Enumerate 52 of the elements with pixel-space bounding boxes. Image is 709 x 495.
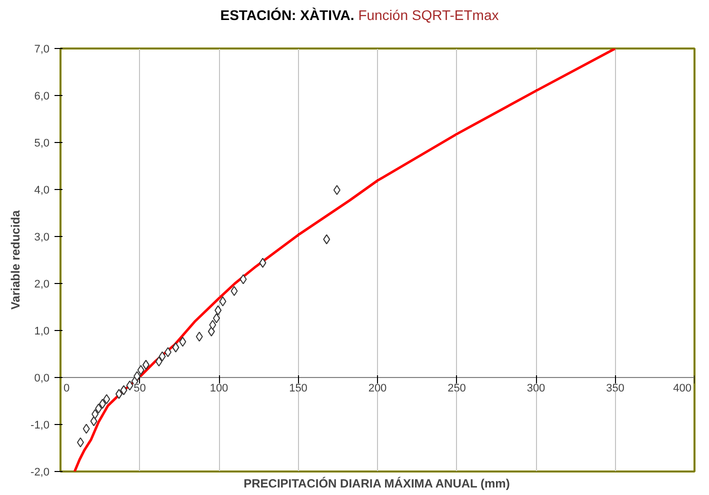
point (172, 342, 180, 352)
point (209, 320, 216, 330)
y-tick-label: 4,0 (34, 184, 50, 196)
point (158, 351, 166, 362)
point (333, 184, 340, 195)
point (82, 424, 90, 434)
x-tick-label: 150 (289, 382, 308, 394)
y-tick-label: 1,0 (34, 326, 50, 338)
point (115, 388, 122, 399)
y-tick-label: 3,0 (34, 232, 50, 244)
x-tick-label: 400 (673, 382, 692, 394)
point (155, 356, 162, 367)
x-tick-label: 50 (134, 382, 146, 394)
x-tick-label: 100 (210, 382, 228, 394)
point (240, 274, 247, 284)
point (214, 305, 222, 316)
x-tick-label: 200 (368, 382, 387, 394)
chart-subtitle: Función SQRT-ETmax (358, 7, 499, 23)
point (137, 364, 144, 375)
point (219, 296, 226, 306)
x-tick-label: 300 (526, 382, 546, 394)
y-tick-label: -1,0 (30, 420, 50, 432)
x-tick-label: 0 (64, 382, 70, 394)
y-tick-label: 7,0 (34, 44, 50, 56)
point (99, 398, 106, 409)
point (95, 404, 102, 414)
point (126, 380, 134, 390)
point (323, 234, 330, 244)
y-tick-label: 0,0 (34, 372, 50, 384)
y-tick-label: 2,0 (34, 278, 50, 290)
point (120, 385, 128, 396)
y-tick-label: 6,0 (34, 90, 50, 102)
x-tick-label: 350 (606, 382, 624, 394)
y-tick-label: -2,0 (30, 466, 50, 478)
point (212, 313, 220, 324)
point (90, 416, 98, 426)
point (164, 347, 172, 358)
point (230, 286, 238, 296)
x-tick-label: 250 (448, 382, 466, 394)
point (259, 258, 266, 268)
y-tick-label: 5,0 (34, 138, 50, 150)
point (196, 332, 203, 342)
point (92, 409, 99, 420)
point (179, 336, 186, 347)
y-axis-title: Variable reducida (8, 210, 23, 310)
point (76, 437, 84, 448)
point (208, 326, 215, 336)
point (134, 371, 141, 382)
point (142, 360, 150, 370)
x-axis-title: PRECIPITACIÓN DIARIA MÁXIMA ANUAL (mm) (244, 476, 510, 490)
chart-title: ESTACIÓN: XÀTIVA. (220, 7, 354, 23)
point (103, 394, 110, 404)
